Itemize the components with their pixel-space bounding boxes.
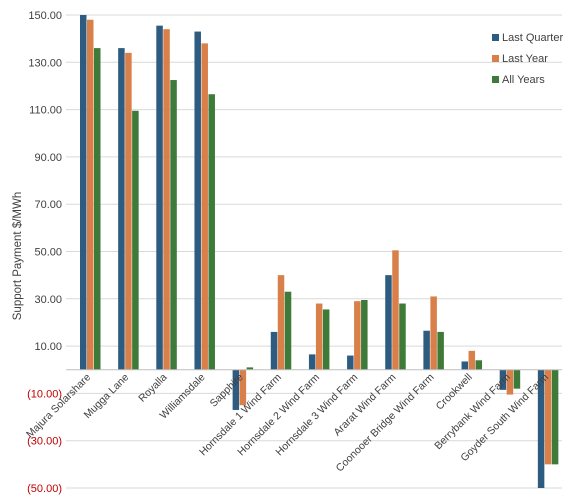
y-tick-label: (50.00) <box>27 483 62 495</box>
bar <box>94 48 101 370</box>
bar <box>80 15 87 370</box>
bar <box>430 296 437 370</box>
bar <box>156 25 163 370</box>
y-tick-label: 110.00 <box>29 105 62 117</box>
bar <box>87 19 94 370</box>
bar <box>246 367 254 370</box>
y-tick-label: 30.00 <box>34 294 62 306</box>
bar <box>194 31 201 370</box>
bar <box>125 52 132 370</box>
legend-label: Last Year <box>502 53 548 65</box>
bar <box>461 361 469 370</box>
y-tick-label: (30.00) <box>27 436 62 448</box>
bar <box>506 369 514 395</box>
y-tick-label: 10.00 <box>34 341 62 353</box>
bar <box>118 48 125 370</box>
bar <box>170 80 177 370</box>
bar <box>399 303 406 370</box>
bar <box>232 369 240 410</box>
bar <box>544 369 552 465</box>
bar <box>354 301 361 370</box>
y-tick-label: 70.00 <box>34 199 62 211</box>
legend-swatch <box>492 76 499 83</box>
y-tick-label: (10.00) <box>27 388 62 400</box>
gridlines <box>66 14 562 489</box>
x-tick-label: Royalla <box>136 371 169 404</box>
bar <box>468 350 476 370</box>
bar <box>315 303 323 370</box>
bar <box>385 275 392 370</box>
bar <box>537 369 545 488</box>
bar <box>551 369 559 465</box>
y-axis-title: Support Payment $/MWh <box>12 192 24 320</box>
y-tick-label: 50.00 <box>34 247 62 259</box>
bar <box>201 43 208 370</box>
bar <box>392 250 399 370</box>
legend-label: All Years <box>502 74 545 86</box>
bar <box>308 354 316 370</box>
bar <box>475 360 483 370</box>
bar <box>163 29 170 370</box>
bar <box>361 299 368 370</box>
bar <box>347 355 354 370</box>
y-tick-label: 90.00 <box>34 152 62 164</box>
legend-label: Last Quarter <box>502 32 563 44</box>
labels: (50.00) (30.00) (10.00) 10.00 30.00 50.00 70.0… <box>24 10 551 495</box>
y-tick-label: 130.00 <box>28 57 62 69</box>
bar <box>513 369 521 389</box>
bar <box>277 275 285 370</box>
bars <box>80 15 559 488</box>
bar <box>239 369 247 406</box>
bar <box>499 369 507 390</box>
bar <box>423 330 430 370</box>
bar <box>270 331 278 370</box>
legend-swatch <box>492 34 499 41</box>
bar <box>322 309 330 370</box>
bar <box>208 94 215 370</box>
bar <box>437 331 444 370</box>
bar <box>132 110 139 370</box>
legend: Last Quarter Last Year All Years <box>492 32 563 86</box>
x-tick-label: Majura Solarshare <box>24 371 93 440</box>
y-tick-label: 150.00 <box>28 10 62 22</box>
legend-swatch <box>492 55 499 62</box>
bar <box>284 291 292 370</box>
